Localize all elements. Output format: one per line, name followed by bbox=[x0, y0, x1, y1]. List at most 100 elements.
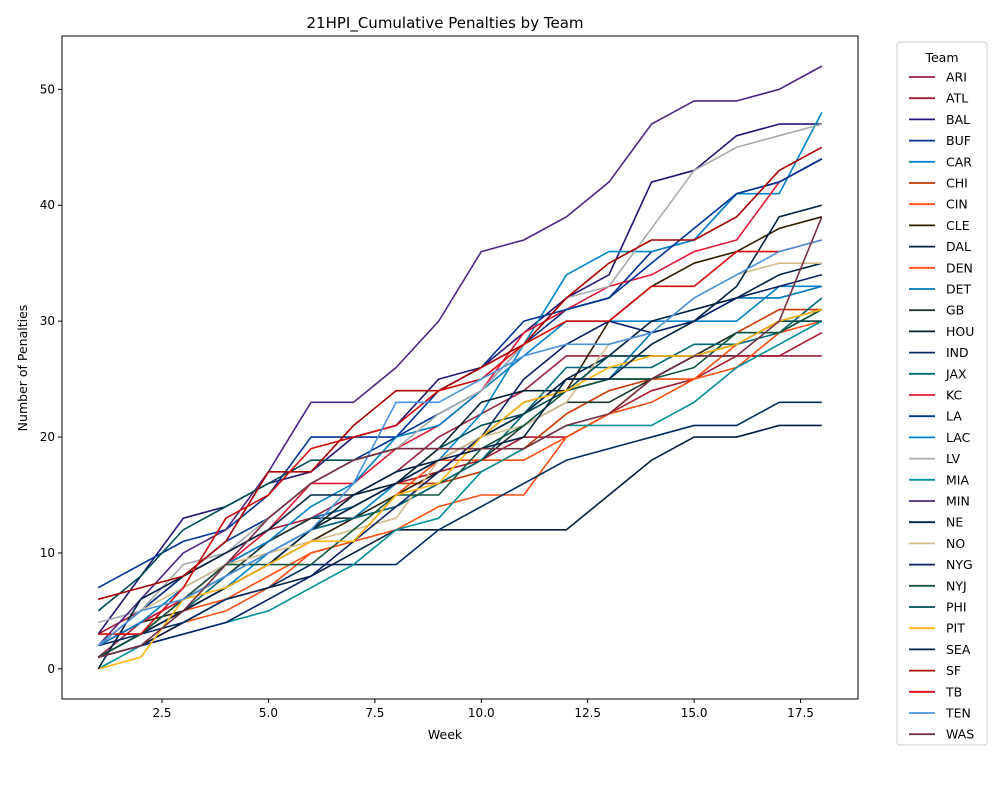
legend-item-ari[interactable]: ARI bbox=[909, 70, 967, 85]
legend-item-kc[interactable]: KC bbox=[909, 388, 963, 403]
legend-item-no[interactable]: NO bbox=[909, 536, 965, 551]
series-line-sf bbox=[97, 146, 823, 601]
legend-item-car[interactable]: CAR bbox=[909, 154, 972, 169]
legend-item-ind[interactable]: IND bbox=[909, 345, 969, 360]
legend-label: CLE bbox=[946, 218, 970, 233]
legend-item-cin[interactable]: CIN bbox=[909, 197, 968, 212]
x-axis-label: Week bbox=[428, 727, 463, 742]
legend-label: NO bbox=[946, 536, 965, 551]
plot-lines bbox=[97, 65, 823, 670]
legend-label: NE bbox=[946, 515, 963, 530]
series-line-sea bbox=[97, 204, 823, 670]
legend-item-was[interactable]: WAS bbox=[909, 727, 974, 742]
chart-title: 21HPI_Cumulative Penalties by Team bbox=[307, 14, 584, 33]
legend-label: JAX bbox=[945, 366, 967, 381]
x-tick-label: 12.5 bbox=[574, 706, 601, 720]
legend-item-lac[interactable]: LAC bbox=[909, 430, 971, 445]
x-tick-label: 2.5 bbox=[152, 706, 171, 720]
legend: Team ARI ATL BAL BUF CAR CHI CIN CLE DAL DEN DET GB… bbox=[896, 41, 988, 746]
legend-item-nyg[interactable]: NYG bbox=[909, 557, 973, 572]
y-tick-label: 0 bbox=[47, 662, 55, 676]
legend-label: WAS bbox=[946, 727, 974, 742]
series-line-ten bbox=[97, 239, 823, 647]
series-line-was bbox=[97, 216, 823, 659]
legend-label: LAC bbox=[946, 430, 971, 445]
legend-item-gb[interactable]: GB bbox=[909, 303, 964, 318]
legend-label: SEA bbox=[946, 642, 971, 657]
legend-label: DAL bbox=[946, 239, 971, 254]
legend-label: PHI bbox=[946, 600, 967, 615]
legend-label: MIA bbox=[946, 472, 969, 487]
legend-label: ARI bbox=[946, 70, 967, 85]
legend-items: ARI ATL BAL BUF CAR CHI CIN CLE DAL DEN DET GB HOU IN… bbox=[909, 70, 974, 742]
x-tick-label: 17.5 bbox=[787, 706, 814, 720]
series-line-ind bbox=[97, 401, 822, 647]
x-ticks: 2.5 5.0 7.5 10.0 12.5 15.0 17.5 bbox=[152, 699, 814, 720]
legend-item-chi[interactable]: CHI bbox=[909, 176, 968, 191]
legend-item-min[interactable]: MIN bbox=[909, 494, 970, 509]
legend-label: LA bbox=[946, 409, 962, 424]
legend-item-buf[interactable]: BUF bbox=[909, 133, 971, 148]
plot-frame bbox=[61, 35, 859, 700]
y-ticks: 0 10 20 30 40 50 bbox=[40, 82, 62, 676]
x-tick-label: 5.0 bbox=[259, 706, 278, 720]
series-line-tb bbox=[98, 239, 823, 635]
legend-item-pit[interactable]: PIT bbox=[909, 621, 965, 636]
legend-item-det[interactable]: DET bbox=[909, 282, 972, 297]
series-line-lv bbox=[97, 123, 823, 624]
legend-item-cle[interactable]: CLE bbox=[909, 218, 970, 233]
legend-label: DEN bbox=[946, 260, 973, 275]
legend-label: NYJ bbox=[946, 578, 967, 593]
legend-label: LV bbox=[946, 451, 961, 466]
legend-label: ATL bbox=[946, 91, 968, 106]
legend-item-tb[interactable]: TB bbox=[909, 684, 962, 699]
y-tick-label: 20 bbox=[40, 430, 55, 444]
legend-item-ten[interactable]: TEN bbox=[909, 706, 971, 721]
y-tick-label: 10 bbox=[40, 546, 55, 560]
legend-label: DET bbox=[946, 282, 972, 297]
legend-item-la[interactable]: LA bbox=[909, 409, 962, 424]
legend-item-hou[interactable]: HOU bbox=[909, 324, 974, 339]
y-axis-label: Number of Penalties bbox=[15, 305, 30, 432]
legend-label: PIT bbox=[946, 621, 965, 636]
legend-item-den[interactable]: DEN bbox=[909, 260, 973, 275]
legend-label: GB bbox=[946, 303, 964, 318]
x-tick-label: 15.0 bbox=[681, 706, 708, 720]
legend-label: MIN bbox=[946, 494, 970, 509]
series-line-bal bbox=[97, 123, 822, 635]
y-tick-label: 30 bbox=[40, 314, 55, 328]
legend-item-nyj[interactable]: NYJ bbox=[909, 578, 967, 593]
series-line-cin bbox=[97, 320, 823, 659]
legend-item-dal[interactable]: DAL bbox=[909, 239, 971, 254]
legend-label: KC bbox=[946, 388, 963, 403]
series-line-pit bbox=[97, 308, 823, 670]
legend-item-bal[interactable]: BAL bbox=[909, 112, 970, 127]
legend-label: BUF bbox=[946, 133, 971, 148]
legend-item-lv[interactable]: LV bbox=[909, 451, 961, 466]
legend-item-sea[interactable]: SEA bbox=[909, 642, 971, 657]
x-tick-label: 10.0 bbox=[468, 706, 495, 720]
legend-item-ne[interactable]: NE bbox=[909, 515, 963, 530]
legend-frame bbox=[896, 41, 988, 746]
y-tick-label: 40 bbox=[40, 198, 55, 212]
legend-item-phi[interactable]: PHI bbox=[909, 600, 967, 615]
legend-label: CIN bbox=[946, 197, 968, 212]
legend-label: IND bbox=[946, 345, 969, 360]
legend-label: TB bbox=[945, 684, 962, 699]
legend-item-sf[interactable]: SF bbox=[909, 663, 961, 678]
legend-label: TEN bbox=[945, 706, 971, 721]
x-tick-label: 7.5 bbox=[365, 706, 384, 720]
y-tick-label: 50 bbox=[40, 82, 55, 96]
legend-item-atl[interactable]: ATL bbox=[909, 91, 968, 106]
legend-item-jax[interactable]: JAX bbox=[909, 366, 967, 381]
series-line-nyj bbox=[97, 308, 823, 658]
series-line-min bbox=[97, 65, 823, 647]
legend-label: HOU bbox=[946, 324, 974, 339]
legend-label: NYG bbox=[946, 557, 973, 572]
legend-item-mia[interactable]: MIA bbox=[909, 472, 969, 487]
legend-title: Team bbox=[924, 50, 958, 65]
legend-label: CHI bbox=[946, 176, 968, 191]
legend-label: CAR bbox=[946, 154, 972, 169]
